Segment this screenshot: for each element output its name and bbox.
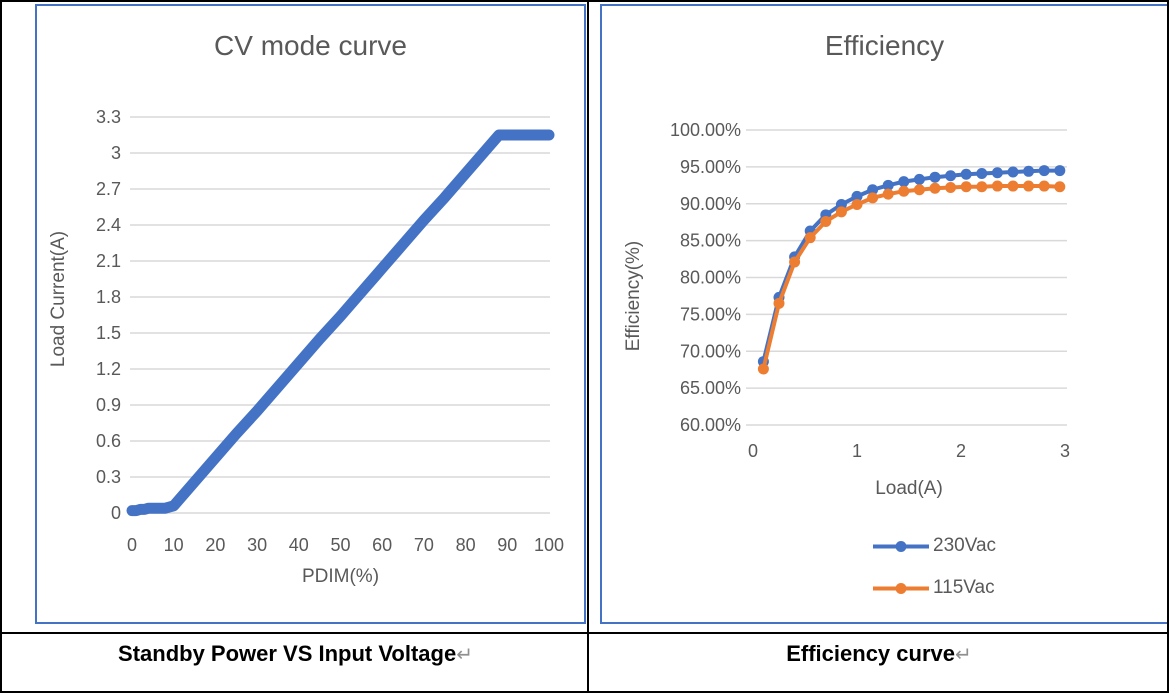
- cv-mode-y-axis-title: Load Current(A): [48, 230, 69, 368]
- cv-mode-chart-frame: 0 0.3 0.6 0.9 1.2 1.5 1.8 2.1 2.4 2.7 3 3.3 0 10 20 30 4…: [35, 4, 586, 624]
- x-tick-label: 40: [289, 535, 309, 555]
- series-marker-115vac: [835, 206, 847, 218]
- y-tick-label: 80.00%: [680, 268, 741, 288]
- y-tick-label: 0: [111, 503, 121, 523]
- series-marker-230vac: [1038, 165, 1050, 177]
- y-tick-label: 95.00%: [680, 157, 741, 177]
- y-tick-label: 65.00%: [680, 378, 741, 398]
- series-marker-115vac: [1007, 180, 1019, 192]
- series-marker-230vac: [882, 179, 894, 191]
- x-tick-label: 80: [456, 535, 476, 555]
- series-marker-115vac: [789, 256, 801, 268]
- series-marker-115vac: [804, 232, 816, 244]
- series-marker-230vac: [1023, 165, 1035, 177]
- legend-label-115vac: 115Vac: [933, 577, 995, 598]
- series-marker-115vac: [1038, 180, 1050, 192]
- series-line-230vac: [761, 168, 1062, 364]
- y-tick-label: 75.00%: [680, 304, 741, 324]
- x-tick-label: 1: [852, 441, 862, 461]
- efficiency-plot: 60.00% 65.00% 70.00% 75.00% 80.00% 85.00% 90.0…: [670, 120, 1070, 461]
- series-marker-115vac: [945, 182, 957, 194]
- series-marker-230vac: [1007, 166, 1019, 178]
- y-tick-label: 3.3: [96, 107, 121, 127]
- series-marker-115vac: [820, 215, 832, 227]
- series-marker-115vac: [867, 192, 879, 204]
- x-tick-label: 20: [205, 535, 225, 555]
- legend-swatch-230vac-icon: [873, 540, 929, 552]
- x-tick-label: 50: [330, 535, 350, 555]
- cv-mode-plot: 0 0.3 0.6 0.9 1.2 1.5 1.8 2.1 2.4 2.7 3 3.3 0 10 20 30 4…: [96, 107, 564, 555]
- x-tick-label: 2: [956, 441, 966, 461]
- series-marker-230vac: [913, 173, 925, 185]
- y-tick-label: 70.00%: [680, 341, 741, 361]
- legend-item-230vac: 230Vac: [872, 534, 996, 558]
- y-tick-label: 60.00%: [680, 415, 741, 435]
- left-caption-cell: Standby Power VS Input Voltage↵: [4, 634, 587, 691]
- legend-swatch-115vac-icon: [873, 582, 929, 594]
- series-marker-115vac: [773, 297, 785, 309]
- legend: 230Vac 115Vac: [872, 534, 996, 618]
- x-tick-label: 30: [247, 535, 267, 555]
- series-marker-115vac: [757, 363, 769, 375]
- series-marker-230vac: [960, 168, 972, 180]
- y-tick-label: 1.5: [96, 323, 121, 343]
- table-row-divider: [2, 632, 1167, 634]
- x-tick-label: 60: [372, 535, 392, 555]
- series-marker-115vac: [851, 198, 863, 210]
- series-marker-115vac: [1023, 180, 1035, 192]
- series-marker-115vac: [960, 181, 972, 193]
- efficiency-chart-frame: 60.00% 65.00% 70.00% 75.00% 80.00% 85.00% 90.0…: [600, 4, 1167, 624]
- paragraph-return-icon: ↵: [954, 644, 972, 666]
- paragraph-return-icon: ↵: [456, 644, 473, 666]
- y-tick-label: 0.9: [96, 395, 121, 415]
- x-tick-label: 3: [1060, 441, 1070, 461]
- series-marker-115vac: [913, 184, 925, 196]
- cv-mode-x-axis-title: PDIM(%): [301, 566, 380, 587]
- series-marker-115vac: [898, 185, 910, 197]
- series-marker-230vac: [945, 170, 957, 182]
- legend-item-115vac: 115Vac: [872, 576, 996, 600]
- right-caption-text: Efficiency curve: [786, 641, 955, 666]
- x-tick-label: 70: [414, 535, 434, 555]
- y-tick-label: 2.4: [96, 215, 121, 235]
- x-tick-label: 90: [497, 535, 517, 555]
- series-marker-230vac: [898, 176, 910, 188]
- table-column-divider: [587, 2, 589, 691]
- series-marker-115vac: [882, 188, 894, 200]
- efficiency-x-axis-title: Load(A): [875, 478, 943, 499]
- x-tick-label: 0: [127, 535, 137, 555]
- y-tick-label: 2.1: [96, 251, 121, 271]
- series-line-load current: [126, 129, 555, 517]
- y-tick-label: 2.7: [96, 179, 121, 199]
- left-caption-text: Standby Power VS Input Voltage: [118, 641, 457, 666]
- series-marker-230vac: [976, 168, 988, 180]
- efficiency-chart-title: Efficiency: [824, 30, 945, 61]
- y-tick-label: 1.8: [96, 287, 121, 307]
- series-marker-115vac: [1054, 181, 1066, 193]
- x-tick-label: 0: [748, 441, 758, 461]
- y-tick-label: 100.00%: [670, 120, 741, 140]
- legend-label-230vac: 230Vac: [933, 535, 997, 556]
- cv-mode-chart-title: CV mode curve: [214, 30, 407, 61]
- series-marker-115vac: [976, 181, 988, 193]
- series-marker-115vac: [991, 180, 1003, 192]
- series-marker-230vac: [1054, 165, 1066, 177]
- series-marker-230vac: [991, 167, 1003, 179]
- y-tick-label: 0.3: [96, 467, 121, 487]
- series-marker-115vac: [929, 182, 941, 194]
- series-marker-230vac: [867, 184, 879, 196]
- efficiency-y-axis-title: Efficiency(%): [623, 240, 644, 352]
- y-tick-label: 0.6: [96, 431, 121, 451]
- right-caption-cell: Efficiency curve↵: [589, 634, 1167, 691]
- x-tick-label: 10: [164, 535, 184, 555]
- x-tick-label: 100: [534, 535, 564, 555]
- y-tick-label: 3: [111, 143, 121, 163]
- y-tick-label: 90.00%: [680, 194, 741, 214]
- series-marker-230vac: [851, 190, 863, 202]
- y-tick-label: 85.00%: [680, 231, 741, 251]
- series-marker-230vac: [929, 171, 941, 183]
- y-tick-label: 1.2: [96, 359, 121, 379]
